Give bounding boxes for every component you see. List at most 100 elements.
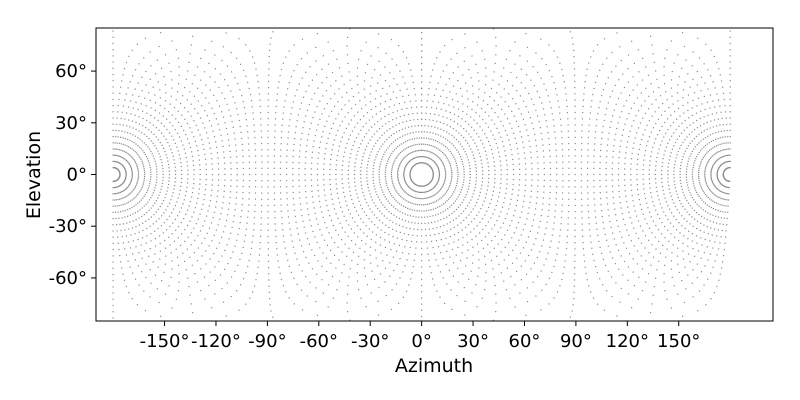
data-point — [175, 49, 177, 51]
data-point — [118, 217, 120, 219]
data-point — [123, 68, 126, 70]
data-point — [255, 161, 257, 163]
data-point — [624, 224, 626, 226]
data-point — [628, 234, 630, 236]
data-point — [316, 314, 318, 316]
data-point — [432, 177, 434, 179]
data-point — [695, 112, 698, 114]
data-point — [706, 128, 708, 130]
data-point — [223, 157, 225, 159]
data-point — [198, 159, 200, 161]
data-point — [683, 112, 685, 114]
data-point — [646, 223, 648, 225]
data-point — [319, 247, 321, 249]
data-point — [182, 144, 184, 146]
data-point — [581, 124, 583, 126]
data-point — [117, 192, 119, 194]
data-point — [186, 161, 188, 163]
data-point — [370, 151, 372, 153]
data-point — [582, 248, 584, 250]
data-point — [363, 152, 365, 154]
data-point — [708, 159, 711, 161]
data-point — [536, 150, 538, 153]
data-point — [638, 148, 640, 150]
data-point — [128, 185, 130, 187]
data-point — [239, 258, 241, 260]
data-point — [253, 217, 256, 219]
data-point — [450, 166, 452, 168]
data-point — [245, 272, 247, 274]
data-point — [357, 214, 360, 216]
data-point — [394, 188, 396, 190]
data-point — [331, 275, 334, 278]
data-point — [594, 210, 596, 212]
data-point — [431, 125, 433, 128]
data-point — [149, 296, 151, 298]
data-point — [593, 180, 595, 182]
data-point — [635, 232, 637, 234]
data-point — [306, 52, 308, 54]
data-point — [574, 254, 576, 256]
data-point — [269, 298, 271, 300]
data-point — [301, 270, 303, 272]
data-point — [650, 312, 652, 314]
data-point — [357, 133, 360, 135]
data-point — [436, 183, 438, 185]
data-point — [716, 112, 718, 114]
data-point — [286, 186, 288, 188]
data-point — [661, 162, 664, 164]
data-point — [277, 260, 279, 262]
data-point — [670, 87, 672, 89]
data-point — [143, 168, 145, 170]
data-point — [687, 238, 689, 240]
data-point — [401, 239, 403, 241]
data-point — [649, 183, 651, 185]
data-point — [176, 201, 178, 203]
data-point — [696, 84, 698, 86]
data-point — [566, 105, 568, 107]
data-point — [388, 226, 390, 228]
data-point — [701, 132, 703, 134]
data-point — [376, 153, 378, 155]
data-point — [614, 263, 616, 265]
data-point — [648, 178, 650, 180]
data-point — [471, 126, 473, 128]
data-point — [515, 205, 517, 207]
data-point — [703, 63, 705, 65]
data-point — [272, 316, 274, 318]
data-point — [646, 124, 648, 126]
data-point — [689, 223, 691, 225]
data-point — [161, 132, 163, 134]
data-point — [377, 139, 379, 142]
data-point — [690, 153, 692, 155]
data-point — [372, 176, 374, 178]
data-point — [226, 103, 228, 105]
data-point — [689, 155, 691, 157]
data-point — [460, 158, 463, 160]
data-point — [698, 133, 700, 135]
data-point — [211, 163, 213, 165]
data-point — [390, 172, 393, 174]
data-point — [183, 129, 185, 132]
data-point — [163, 147, 165, 149]
data-point — [201, 208, 203, 210]
data-point — [542, 144, 544, 146]
data-point — [150, 178, 152, 180]
data-point — [464, 151, 466, 153]
data-point — [689, 142, 691, 144]
data-point — [123, 279, 126, 281]
data-point — [393, 161, 395, 163]
data-point — [178, 74, 180, 76]
data-point — [169, 121, 171, 124]
data-point — [421, 235, 423, 237]
data-point — [154, 117, 156, 119]
data-point — [599, 179, 601, 182]
data-point — [651, 244, 653, 246]
data-point — [514, 284, 516, 286]
data-point — [531, 173, 533, 176]
data-point — [290, 76, 292, 78]
data-point — [676, 209, 678, 211]
data-point — [706, 143, 708, 145]
data-point — [411, 75, 413, 77]
data-point — [127, 132, 129, 134]
